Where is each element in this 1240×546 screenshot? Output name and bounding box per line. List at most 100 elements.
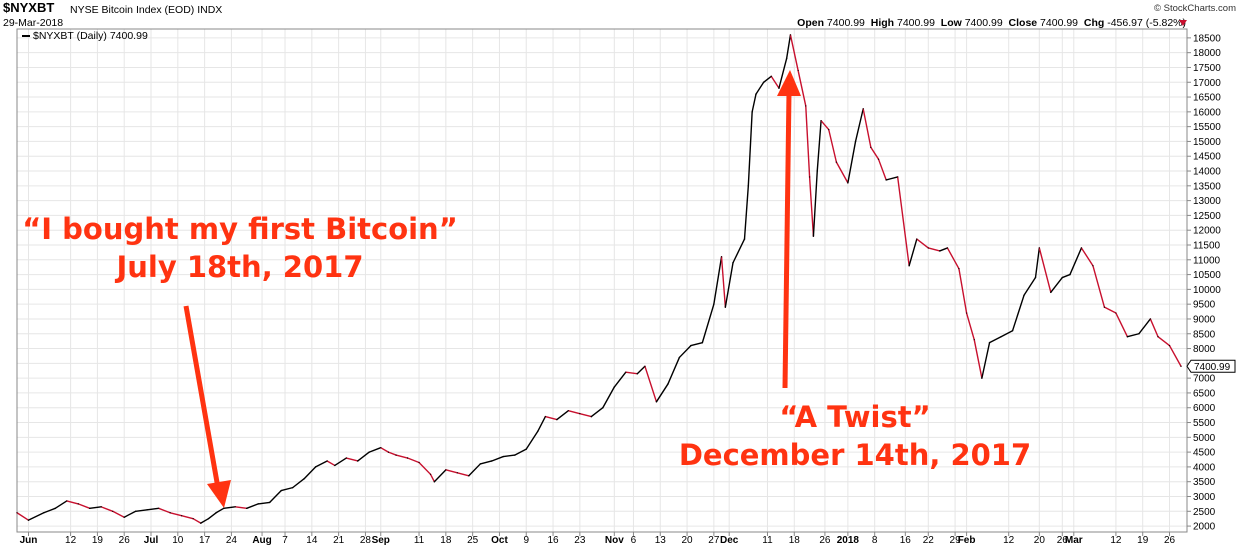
price-segment xyxy=(847,140,857,184)
price-segment xyxy=(89,506,102,510)
down-arrow-icon xyxy=(1179,20,1187,26)
y-tick-label: 9000 xyxy=(1193,314,1216,325)
price-point xyxy=(43,512,45,514)
x-tick-label: 18 xyxy=(789,535,801,546)
x-tick-label: 2018 xyxy=(837,535,860,546)
price-segment xyxy=(973,338,983,379)
price-point xyxy=(1168,344,1171,347)
y-tick-label: 12500 xyxy=(1193,211,1221,222)
price-segment xyxy=(514,448,527,456)
price-segment xyxy=(625,371,638,375)
last-value-label: 7400.99 xyxy=(1194,362,1231,373)
y-tick-label: 13500 xyxy=(1193,181,1221,192)
price-point xyxy=(200,522,202,524)
price-point xyxy=(468,475,470,477)
x-tick-label: 12 xyxy=(65,535,77,546)
arrow-shaft-first-buy xyxy=(183,305,221,489)
price-point xyxy=(1115,312,1117,314)
y-tick-label: 3500 xyxy=(1193,477,1216,488)
price-point xyxy=(724,306,726,308)
price-segment xyxy=(303,466,317,480)
x-tick-label: 18 xyxy=(440,535,452,546)
price-segment xyxy=(445,469,459,474)
price-point xyxy=(1103,306,1106,308)
close-value: 7400.99 xyxy=(1040,17,1079,29)
price-segment xyxy=(816,120,822,172)
price-segment xyxy=(1126,333,1140,338)
price-point xyxy=(123,516,125,518)
price-point xyxy=(805,105,807,107)
y-tick-label: 8000 xyxy=(1193,344,1216,355)
price-segment xyxy=(678,344,692,359)
y-tick-label: 17500 xyxy=(1193,63,1221,74)
price-point xyxy=(234,506,236,508)
price-point xyxy=(820,120,822,122)
x-tick-label: 17 xyxy=(199,535,211,546)
price-point xyxy=(579,413,581,415)
x-tick-label: 21 xyxy=(333,535,345,546)
y-tick-label: 10000 xyxy=(1193,285,1221,296)
price-segment xyxy=(1038,247,1052,294)
price-segment xyxy=(655,383,669,403)
price-segment xyxy=(770,75,780,89)
price-point xyxy=(763,81,765,83)
price-point xyxy=(908,265,910,267)
annotation-first-line2: July 18th, 2017 xyxy=(116,250,364,284)
price-segment xyxy=(644,365,658,403)
price-segment xyxy=(720,256,727,308)
y-tick-label: 5500 xyxy=(1193,418,1216,429)
price-point xyxy=(644,365,646,367)
price-point xyxy=(303,478,305,480)
price-point xyxy=(257,503,259,505)
x-tick-label: Nov xyxy=(605,535,624,546)
price-segment xyxy=(257,501,271,505)
price-point xyxy=(1138,333,1140,335)
price-point xyxy=(502,455,504,458)
y-tick-label: 15000 xyxy=(1193,137,1221,148)
index-name: NYSE Bitcoin Index (EOD) xyxy=(70,4,195,16)
chg-label: Chg xyxy=(1083,17,1105,29)
price-segment xyxy=(755,81,765,95)
x-tick-label: 20 xyxy=(1034,535,1046,546)
price-point xyxy=(885,179,887,181)
price-point xyxy=(16,512,18,514)
price-segment xyxy=(916,238,929,249)
price-segment xyxy=(418,461,432,476)
price-point xyxy=(701,342,703,344)
price-segment xyxy=(870,146,880,160)
price-segment xyxy=(579,412,593,418)
price-point xyxy=(192,518,194,520)
y-tick-label: 14000 xyxy=(1193,167,1221,178)
y-tick-label: 9500 xyxy=(1193,300,1216,311)
price-segment xyxy=(134,509,148,512)
close-label: Close xyxy=(1008,17,1038,29)
y-tick-label: 11000 xyxy=(1193,255,1221,266)
price-point xyxy=(395,454,397,456)
price-point xyxy=(1149,318,1151,320)
price-segment xyxy=(965,312,975,341)
price-segment xyxy=(54,500,68,510)
annotation-twist-line2: December 14th, 2017 xyxy=(678,438,1032,472)
high-label: High xyxy=(870,17,895,29)
x-tick-label: 23 xyxy=(574,535,586,546)
price-point xyxy=(246,507,248,509)
legend-label: $NYXBT (Daily) 7400.99 xyxy=(33,30,148,42)
y-tick-label: 2000 xyxy=(1193,522,1216,533)
price-segment xyxy=(854,108,864,143)
price-segment xyxy=(112,510,125,518)
price-segment xyxy=(812,170,818,237)
x-tick-label: 10 xyxy=(172,535,184,546)
price-point xyxy=(345,457,347,459)
y-axis: 2000 2500 3000 3500 4000 4500 5000 5500 6000 6500… xyxy=(1187,33,1221,533)
price-point xyxy=(1034,276,1037,279)
chart-date: 29-Mar-2018 xyxy=(3,17,64,29)
x-tick-label: 14 xyxy=(306,535,318,546)
x-tick-label: 26 xyxy=(1057,535,1069,546)
x-tick-label: 29 xyxy=(950,535,962,546)
price-point xyxy=(636,373,638,375)
price-point xyxy=(743,238,746,240)
y-tick-label: 16500 xyxy=(1193,93,1221,104)
x-axis: Jun 12 19 26 Jul 10 17 24 Aug 7 14 21 28 Sep 11 18 25 Oct… xyxy=(20,532,1176,546)
price-segment xyxy=(835,161,849,184)
price-point xyxy=(215,512,217,514)
